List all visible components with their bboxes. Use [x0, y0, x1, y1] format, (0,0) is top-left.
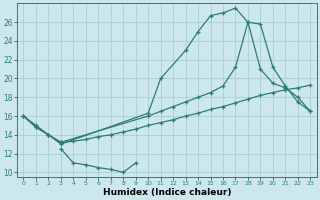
- X-axis label: Humidex (Indice chaleur): Humidex (Indice chaleur): [103, 188, 231, 197]
